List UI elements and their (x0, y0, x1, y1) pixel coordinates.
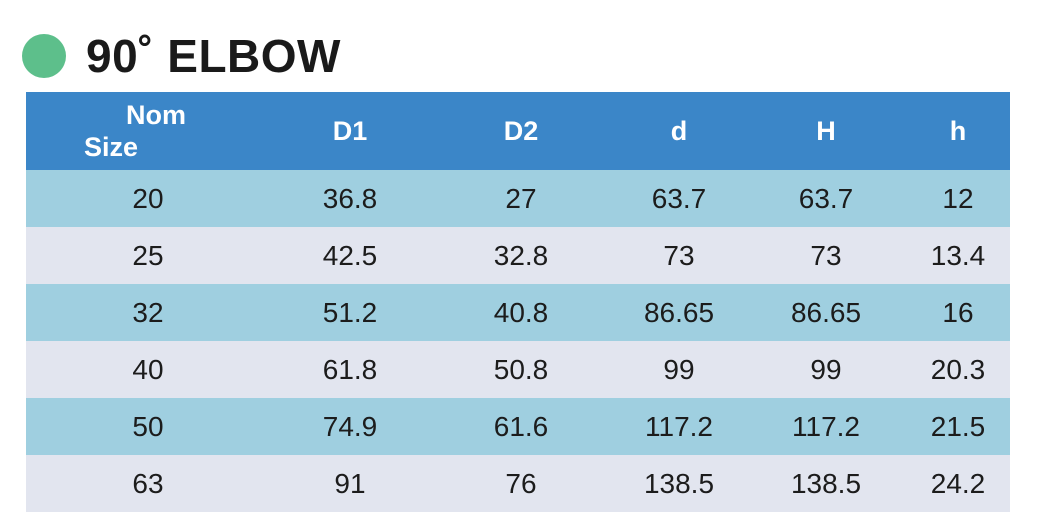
header-nom-label: Nom (126, 100, 186, 130)
header-size-label: Size (84, 132, 139, 162)
cell-d: 138.5 (643, 467, 715, 499)
table-row: 63 91 76 138.5 138.5 24.2 (26, 455, 1010, 512)
cell-d2: 50.8 (493, 353, 549, 385)
green-dot-icon (22, 34, 66, 78)
cell-H: 63.7 (798, 182, 854, 214)
cell-nom-size: 20 (132, 182, 164, 214)
cell-nom-size: 32 (132, 296, 164, 328)
cell-d2: 32.8 (493, 239, 549, 271)
cell-H: 138.5 (790, 467, 862, 499)
cell-d1: 36.8 (322, 182, 378, 214)
cell-H: 99 (810, 353, 842, 385)
cell-d: 99 (663, 353, 695, 385)
cell-h: 13.4 (930, 239, 986, 271)
cell-h: 12 (942, 182, 974, 214)
cell-nom-size: 25 (132, 239, 164, 271)
cell-H: 86.65 (790, 296, 862, 328)
table-row: 25 42.5 32.8 73 73 13.4 (26, 227, 1010, 284)
cell-d: 86.65 (643, 296, 715, 328)
cell-d2: 61.6 (493, 410, 549, 442)
cell-d1: 51.2 (322, 296, 378, 328)
cell-d1: 74.9 (322, 410, 378, 442)
cell-h: 24.2 (930, 467, 986, 499)
cell-d2: 76 (505, 467, 537, 499)
cell-nom-size: 50 (132, 410, 164, 442)
header-d: d (670, 115, 688, 146)
table-row: 50 74.9 61.6 117.2 117.2 21.5 (26, 398, 1010, 455)
header-H: H (816, 115, 836, 146)
table-row: 40 61.8 50.8 99 99 20.3 (26, 341, 1010, 398)
header-nom-size: Nom Size (26, 92, 270, 170)
cell-d: 73 (663, 239, 695, 271)
header-h: h (949, 115, 967, 146)
header-d2: D2 (503, 115, 539, 146)
table-row: 32 51.2 40.8 86.65 86.65 16 (26, 284, 1010, 341)
cell-d1: 91 (334, 467, 366, 499)
cell-d: 63.7 (651, 182, 707, 214)
cell-H: 73 (810, 239, 842, 271)
cell-d1: 42.5 (322, 239, 378, 271)
cell-nom-size: 63 (132, 467, 164, 499)
cell-h: 21.5 (930, 410, 986, 442)
cell-d2: 40.8 (493, 296, 549, 328)
cell-nom-size: 40 (132, 353, 164, 385)
dimension-table: Nom Size D1 D2 d H h 20 36.8 27 63.7 63.… (26, 92, 1010, 512)
page-title: 90˚ ELBOW (86, 30, 341, 82)
table-row: 20 36.8 27 63.7 63.7 12 (26, 170, 1010, 227)
cell-H: 117.2 (792, 410, 860, 442)
cell-h: 20.3 (930, 353, 986, 385)
cell-d: 117.2 (645, 410, 713, 442)
title-row: 90˚ ELBOW (22, 26, 341, 86)
table-header-row: Nom Size D1 D2 d H h (26, 92, 1010, 170)
cell-d2: 27 (505, 182, 537, 214)
cell-h: 16 (942, 296, 974, 328)
cell-d1: 61.8 (322, 353, 378, 385)
header-d1: D1 (332, 115, 368, 146)
